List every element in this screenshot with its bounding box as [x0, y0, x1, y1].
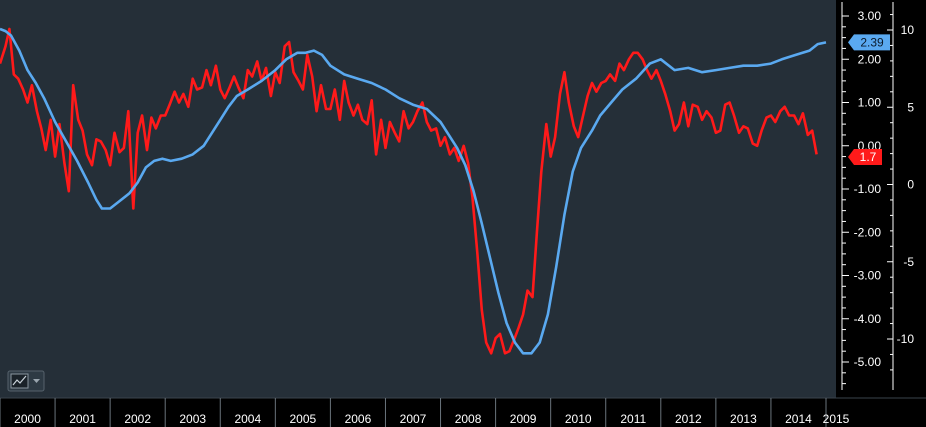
last-value-label-red: 1.7 — [848, 149, 882, 165]
x-axis-tick-label: 2014 — [785, 412, 812, 426]
right-axis-tick-label: 5 — [907, 100, 914, 114]
x-axis-tick-label: 2000 — [14, 412, 41, 426]
x-axis-tick-label: 2005 — [290, 412, 317, 426]
left-axis-tick-label: 3.00 — [858, 9, 882, 23]
series-line-red — [0, 27, 818, 355]
x-axis-tick-label: 2003 — [179, 412, 206, 426]
left-axis-tick-label: -3.00 — [854, 269, 882, 283]
last-value-text: 2.39 — [860, 35, 884, 49]
line-chart-icon — [12, 375, 27, 386]
series-layer — [0, 27, 827, 355]
right-axis-tick-label: 10 — [901, 23, 915, 37]
x-axis-tick-label: 2013 — [730, 412, 757, 426]
x-axis-tick-label: 2012 — [675, 412, 702, 426]
x-axis-tick-label: 2009 — [510, 412, 537, 426]
left-axis-tick-label: -5.00 — [854, 355, 882, 369]
left-axis-tick-label: 2.00 — [858, 52, 882, 66]
left-axis-tick-label: -1.00 — [854, 182, 882, 196]
x-axis-tick-label: 2008 — [455, 412, 482, 426]
x-axis-tick-label: 2004 — [234, 412, 261, 426]
x-axis-tick-label: 2001 — [69, 412, 96, 426]
right-axis-tick-label: -10 — [897, 332, 915, 346]
chart-type-button[interactable] — [7, 370, 45, 392]
series-line-blue — [0, 27, 827, 355]
last-value-text: 1.7 — [860, 150, 877, 164]
x-axis-tick-label: 2006 — [345, 412, 372, 426]
plot-area — [0, 0, 836, 398]
x-axis-tick-label: 2007 — [400, 412, 427, 426]
x-axis-tick-label: 2015 — [823, 412, 850, 426]
left-axis-tick-label: 1.00 — [858, 96, 882, 110]
right-axis-tick-label: -5 — [903, 255, 914, 269]
x-axis-tick-label: 2011 — [620, 412, 646, 426]
x-axis-tick-label: 2002 — [124, 412, 151, 426]
x-axis-tick-label: 2010 — [565, 412, 592, 426]
last-value-labels: 2.39 1.7 — [848, 34, 890, 165]
left-axis-tick-label: -2.00 — [854, 225, 882, 239]
right-axis-tick-label: 0 — [907, 178, 914, 192]
right-axis: 10 5 0 -5 -10 — [887, 2, 914, 390]
left-axis: 3.002.001.000.00-1.00-2.00-3.00-4.00-5.0… — [841, 2, 882, 390]
x-axis: 2000 2001 2002 2003 2004 2005 2006 2007 2008 2009… — [0, 397, 926, 427]
chevron-down-icon — [33, 379, 40, 383]
last-value-label-blue: 2.39 — [848, 34, 890, 51]
left-axis-tick-label: -4.00 — [854, 312, 882, 326]
